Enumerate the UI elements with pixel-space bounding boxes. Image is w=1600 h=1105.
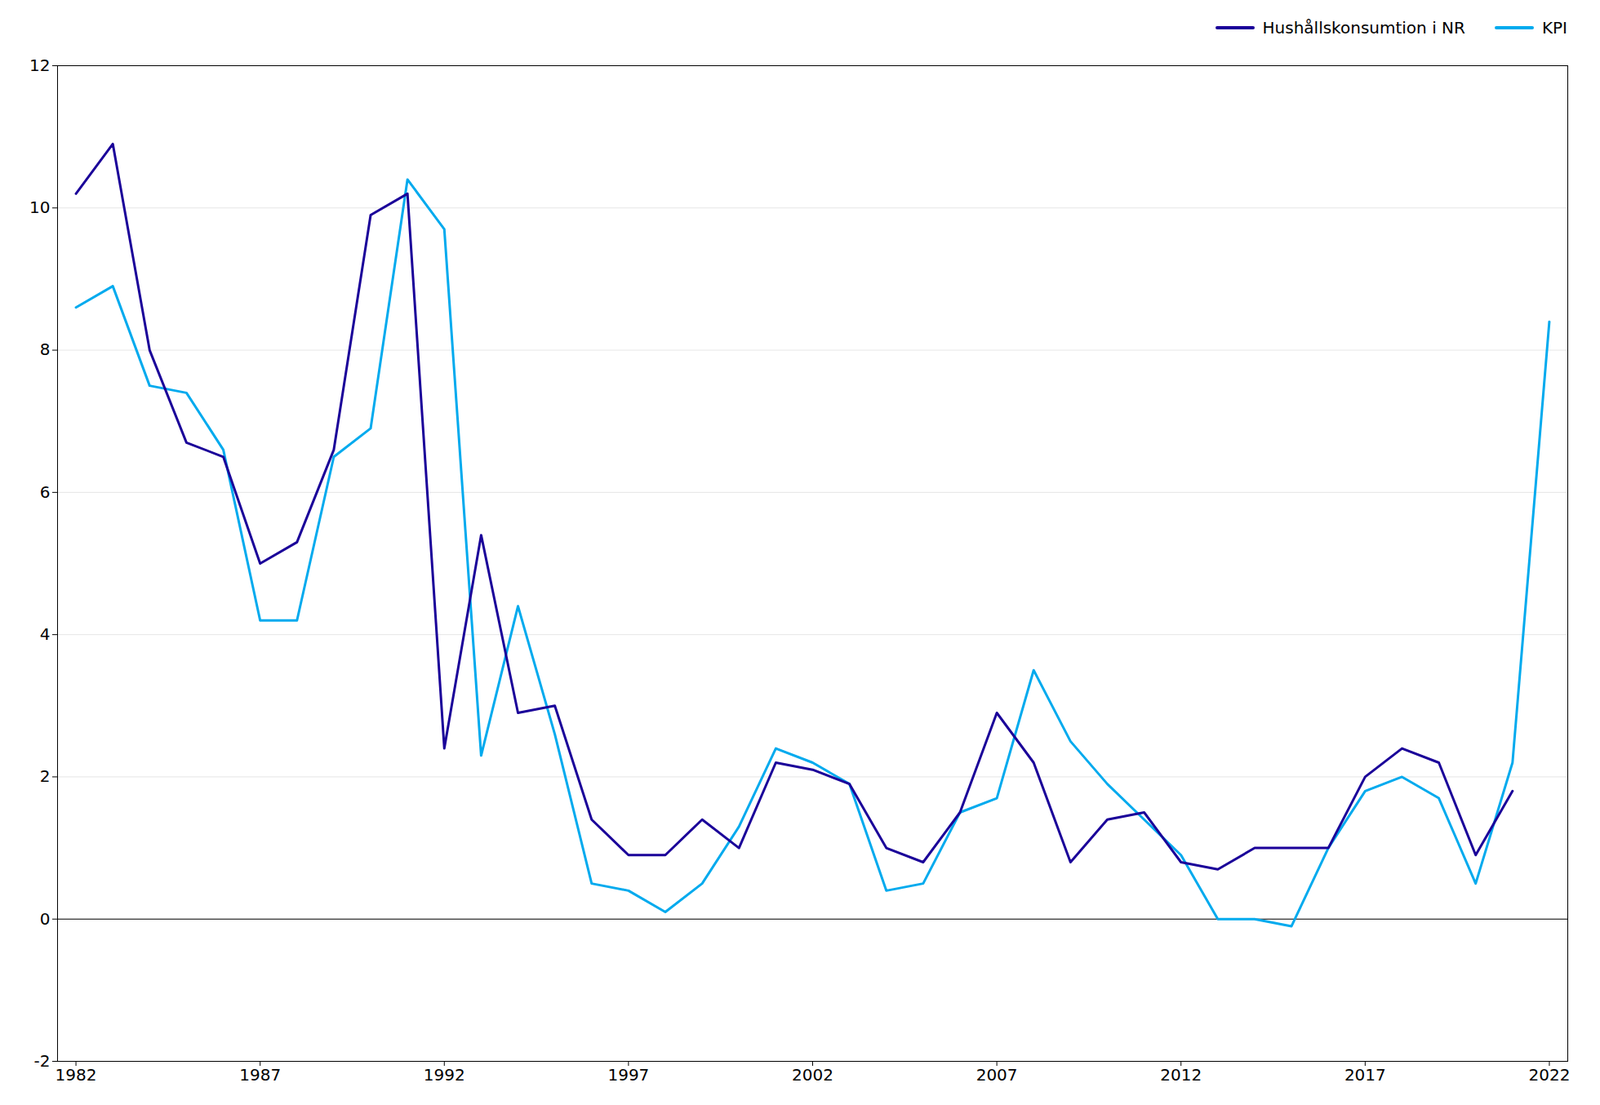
svg-text:4: 4 [40, 624, 51, 645]
svg-text:2017: 2017 [1344, 1065, 1387, 1085]
svg-text:-2: -2 [34, 1051, 51, 1072]
svg-text:12: 12 [29, 55, 50, 76]
svg-text:1992: 1992 [423, 1065, 466, 1085]
svg-text:2022: 2022 [1528, 1065, 1570, 1085]
html-text:KPI: KPI [1541, 17, 1568, 38]
svg-text:2007: 2007 [976, 1065, 1018, 1085]
html-text:Hushållskonsumtion i NR: Hushållskonsumtion i NR [1262, 17, 1466, 38]
svg-text:6: 6 [40, 482, 51, 503]
svg-text:10: 10 [29, 197, 50, 218]
svg-text:1997: 1997 [607, 1065, 649, 1085]
svg-text:0: 0 [40, 909, 51, 929]
svg-text:2012: 2012 [1160, 1065, 1202, 1085]
svg-text:2002: 2002 [791, 1065, 834, 1085]
svg-text:1982: 1982 [55, 1065, 98, 1085]
svg-text:1987: 1987 [239, 1065, 281, 1085]
svg-text:8: 8 [40, 339, 51, 360]
svg-text:2: 2 [40, 766, 51, 787]
